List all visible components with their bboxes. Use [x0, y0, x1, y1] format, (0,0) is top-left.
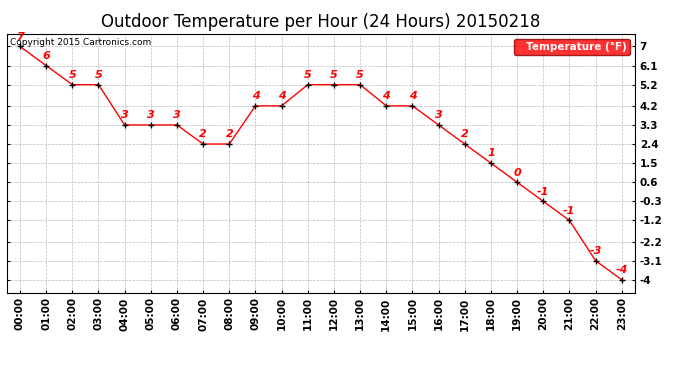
Text: 1: 1 — [487, 148, 495, 159]
Legend: Temperature (°F): Temperature (°F) — [514, 39, 629, 55]
Text: 7: 7 — [16, 32, 24, 42]
Text: -1: -1 — [563, 206, 575, 216]
Text: 4: 4 — [382, 91, 390, 101]
Text: 2: 2 — [461, 129, 469, 140]
Text: 2: 2 — [199, 129, 207, 140]
Title: Outdoor Temperature per Hour (24 Hours) 20150218: Outdoor Temperature per Hour (24 Hours) … — [101, 13, 540, 31]
Text: 4: 4 — [408, 91, 416, 101]
Text: 3: 3 — [173, 110, 181, 120]
Text: -1: -1 — [537, 187, 549, 196]
Text: 3: 3 — [147, 110, 155, 120]
Text: -4: -4 — [615, 265, 628, 275]
Text: 3: 3 — [121, 110, 128, 120]
Text: 5: 5 — [304, 70, 312, 80]
Text: 0: 0 — [513, 168, 521, 177]
Text: 4: 4 — [278, 91, 286, 101]
Text: 2: 2 — [226, 129, 233, 140]
Text: 4: 4 — [252, 91, 259, 101]
Text: -3: -3 — [589, 246, 602, 256]
Text: 5: 5 — [95, 70, 102, 80]
Text: 5: 5 — [68, 70, 76, 80]
Text: Copyright 2015 Cartronics.com: Copyright 2015 Cartronics.com — [10, 38, 151, 46]
Text: 5: 5 — [356, 70, 364, 80]
Text: 3: 3 — [435, 110, 442, 120]
Text: 5: 5 — [330, 70, 338, 80]
Text: 6: 6 — [42, 51, 50, 61]
